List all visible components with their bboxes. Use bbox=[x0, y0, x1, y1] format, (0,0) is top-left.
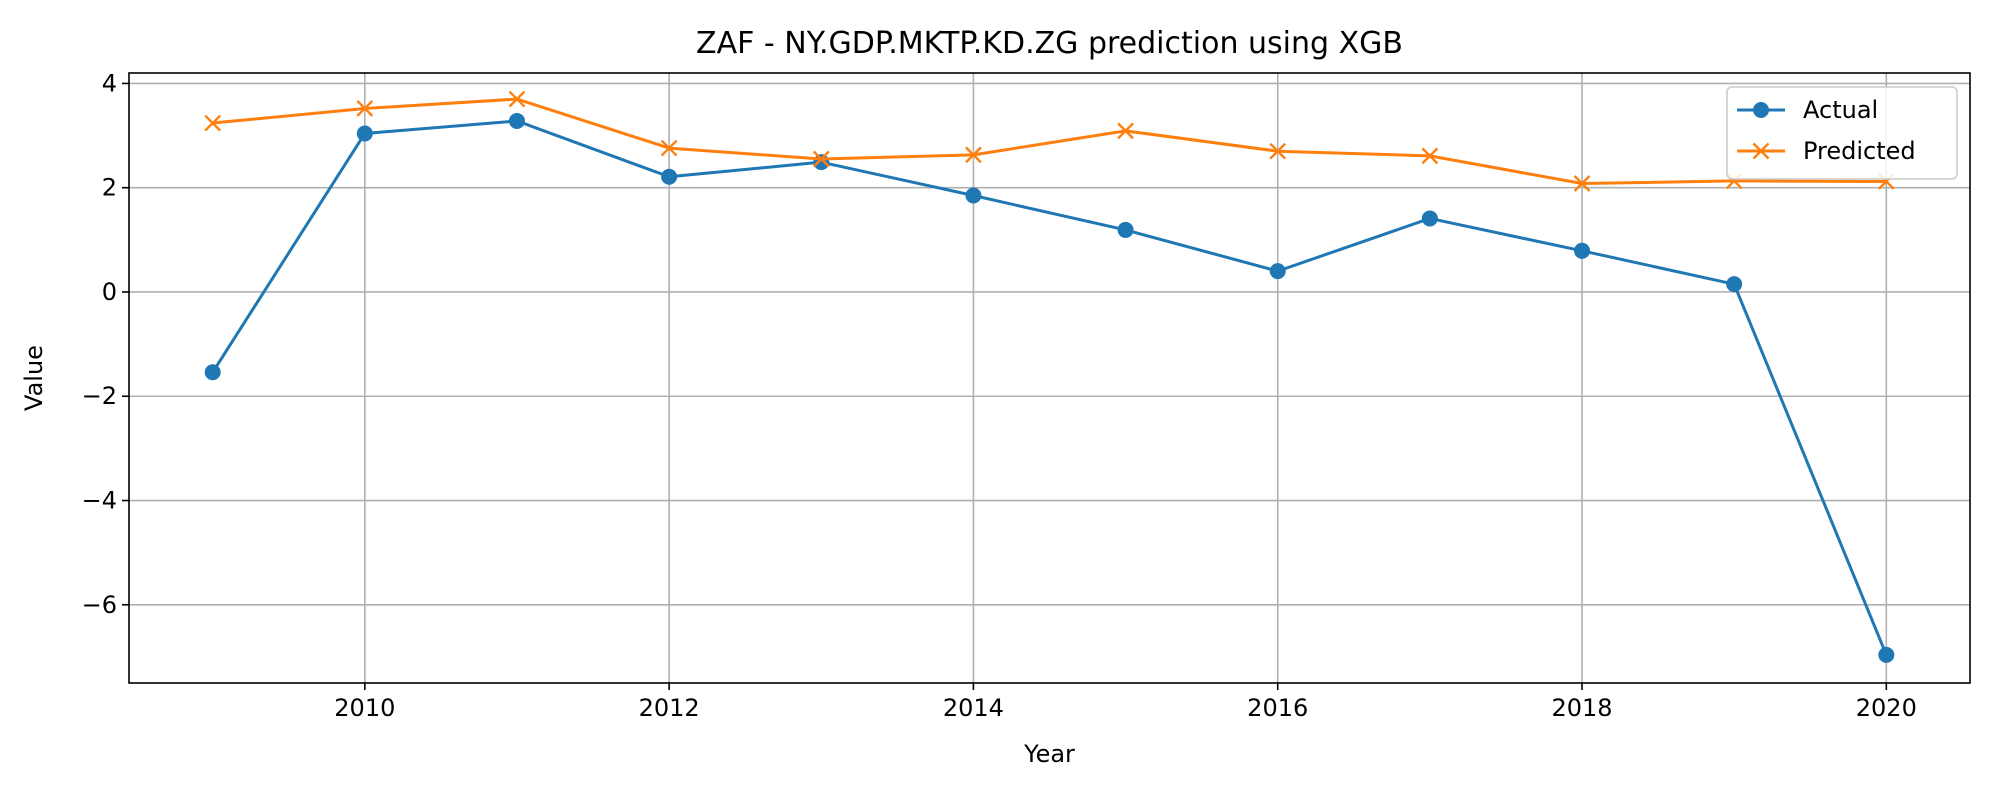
y-tick-label: −4 bbox=[82, 487, 117, 515]
data-point-actual bbox=[1726, 276, 1743, 293]
legend-label: Actual bbox=[1803, 96, 1878, 124]
legend-item-predicted: Predicted bbox=[1737, 137, 1916, 165]
data-point-predicted bbox=[965, 146, 982, 164]
chart-title: ZAF - NY.GDP.MKTP.KD.ZG prediction using… bbox=[696, 26, 1403, 61]
series-actual bbox=[204, 112, 1895, 663]
data-point-actual bbox=[1574, 242, 1591, 259]
data-point-predicted bbox=[1269, 142, 1287, 160]
y-tick-label: 4 bbox=[102, 69, 117, 97]
legend-marker bbox=[1753, 102, 1769, 118]
data-point-actual bbox=[1878, 646, 1895, 663]
series-line-actual bbox=[211, 119, 1888, 656]
data-point-predicted bbox=[204, 114, 222, 132]
data-point-predicted bbox=[508, 90, 526, 108]
data-point-actual bbox=[661, 168, 678, 185]
axis-ticks: 2010 2012 2014 2016 2018 2020 −6 −4 −2 0 2 4 bbox=[82, 69, 1917, 722]
x-axis-label: Year bbox=[1023, 740, 1075, 768]
x-tick-label: 2018 bbox=[1551, 694, 1612, 722]
data-point-predicted bbox=[660, 139, 678, 157]
y-tick-label: 0 bbox=[102, 278, 117, 306]
x-tick-label: 2020 bbox=[1856, 694, 1917, 722]
y-tick-label: 2 bbox=[102, 174, 117, 202]
data-point-actual bbox=[1269, 263, 1286, 280]
data-point-actual bbox=[813, 154, 830, 171]
data-point-predicted bbox=[812, 150, 830, 168]
x-tick-label: 2016 bbox=[1247, 694, 1308, 722]
data-point-actual bbox=[1421, 210, 1438, 227]
plot-frame bbox=[128, 72, 1971, 684]
data-point-actual bbox=[965, 187, 982, 204]
legend-marker bbox=[1752, 142, 1770, 160]
data-point-actual bbox=[356, 125, 373, 142]
data-point-actual bbox=[508, 112, 525, 129]
x-tick-label: 2012 bbox=[639, 694, 700, 722]
legend-label: Predicted bbox=[1803, 137, 1916, 165]
series-layer bbox=[204, 90, 1895, 663]
data-point-predicted bbox=[1421, 147, 1439, 165]
data-point-predicted bbox=[1117, 122, 1134, 140]
data-point-predicted bbox=[1573, 175, 1591, 192]
series-line-predicted bbox=[212, 97, 1887, 186]
legend-item-actual: Actual bbox=[1737, 96, 1878, 124]
y-tick-label: −2 bbox=[82, 382, 117, 410]
series-predicted bbox=[204, 90, 1895, 192]
legend: Actual Predicted bbox=[1726, 86, 1958, 180]
data-point-actual bbox=[1117, 221, 1134, 238]
data-point-predicted bbox=[356, 100, 374, 117]
x-tick-label: 2010 bbox=[334, 694, 395, 722]
y-axis-label: Value bbox=[20, 345, 48, 411]
x-tick-label: 2014 bbox=[943, 694, 1004, 722]
y-tick-label: −6 bbox=[82, 591, 117, 619]
data-point-actual bbox=[204, 364, 221, 381]
